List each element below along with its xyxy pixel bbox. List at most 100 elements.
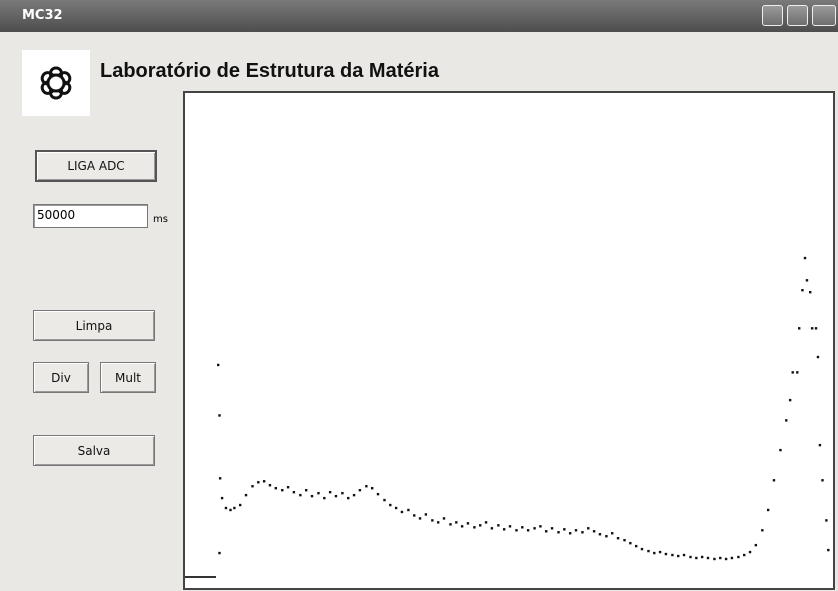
div-button[interactable]: Div — [33, 362, 89, 393]
data-point — [358, 488, 362, 492]
data-point — [490, 527, 494, 530]
close-button[interactable] — [812, 5, 836, 26]
data-point — [323, 496, 326, 500]
data-point — [466, 522, 470, 525]
data-point — [647, 549, 650, 553]
data-point — [754, 543, 758, 547]
data-point — [563, 528, 566, 531]
data-point — [713, 557, 716, 561]
data-point — [677, 554, 680, 558]
data-point — [442, 517, 446, 520]
data-point — [706, 556, 710, 560]
data-point — [766, 508, 770, 512]
header-title: Laboratório de Estrutura da Matéria — [100, 60, 439, 82]
data-point — [689, 555, 692, 559]
data-point — [623, 538, 626, 542]
data-point — [352, 493, 356, 497]
data-point — [455, 521, 458, 524]
data-point — [545, 530, 548, 533]
time-input[interactable]: 50000 — [33, 204, 148, 228]
maximize-button[interactable] — [787, 5, 808, 26]
data-point — [224, 506, 228, 510]
data-point — [218, 477, 222, 480]
data-point — [533, 527, 536, 530]
data-point — [479, 524, 482, 527]
data-point — [724, 557, 728, 561]
data-point — [473, 526, 476, 529]
data-point — [598, 533, 602, 536]
data-point — [229, 508, 232, 512]
data-point — [431, 519, 434, 522]
data-point — [347, 496, 350, 500]
data-point — [592, 530, 596, 533]
data-point — [400, 510, 404, 514]
data-point — [299, 493, 302, 497]
data-point — [508, 525, 512, 528]
data-point — [809, 290, 812, 294]
data-point — [418, 517, 422, 520]
window-title: MC32 — [22, 8, 63, 23]
data-point — [497, 524, 500, 527]
data-point — [772, 479, 776, 482]
logo — [22, 50, 90, 116]
data-point — [370, 487, 374, 490]
time-unit: ms — [153, 214, 168, 225]
data-point — [304, 488, 308, 492]
data-point — [274, 487, 277, 490]
data-point — [389, 503, 392, 507]
data-point — [737, 555, 740, 559]
data-point — [521, 526, 524, 529]
data-point — [262, 480, 266, 483]
data-point — [281, 488, 284, 492]
data-point — [341, 491, 344, 495]
data-point — [700, 555, 704, 559]
data-point — [803, 256, 807, 260]
save-button[interactable]: Salva — [33, 435, 155, 466]
data-point — [640, 547, 644, 551]
data-point — [460, 525, 464, 528]
data-point — [761, 529, 764, 532]
minimize-button[interactable] — [762, 5, 783, 26]
data-point — [825, 519, 828, 522]
data-point — [798, 327, 801, 330]
title-bar: MC32 — [0, 0, 838, 32]
data-point — [796, 371, 799, 374]
data-point — [286, 486, 290, 489]
data-point — [424, 513, 428, 516]
data-point — [238, 503, 242, 507]
data-point — [653, 551, 656, 555]
data-point — [730, 556, 734, 560]
data-point — [526, 529, 530, 532]
data-point — [557, 531, 560, 534]
plot-area — [183, 91, 835, 590]
data-point — [801, 289, 804, 292]
data-point — [257, 481, 260, 484]
data-point — [436, 521, 440, 524]
data-point — [539, 525, 542, 528]
clear-button[interactable]: Limpa — [33, 310, 155, 341]
data-point — [484, 521, 488, 524]
data-point — [785, 419, 788, 422]
data-point — [682, 553, 686, 557]
data-point — [821, 479, 824, 482]
data-point — [605, 535, 608, 538]
data-point — [827, 548, 830, 552]
data-point — [788, 398, 792, 402]
data-point — [779, 448, 782, 452]
data-point — [581, 531, 584, 534]
data-point — [449, 523, 452, 526]
data-point — [244, 493, 248, 497]
start-button[interactable]: LIGA ADC — [35, 150, 157, 182]
data-point — [814, 327, 818, 330]
data-point — [568, 532, 572, 535]
data-point — [574, 529, 578, 532]
data-point — [791, 371, 794, 374]
data-point — [365, 485, 368, 488]
data-point — [376, 492, 380, 496]
data-point — [664, 552, 668, 556]
data-point — [413, 514, 416, 517]
data-point — [816, 355, 820, 359]
mult-button[interactable]: Mult — [100, 362, 156, 393]
data-point — [216, 363, 220, 367]
